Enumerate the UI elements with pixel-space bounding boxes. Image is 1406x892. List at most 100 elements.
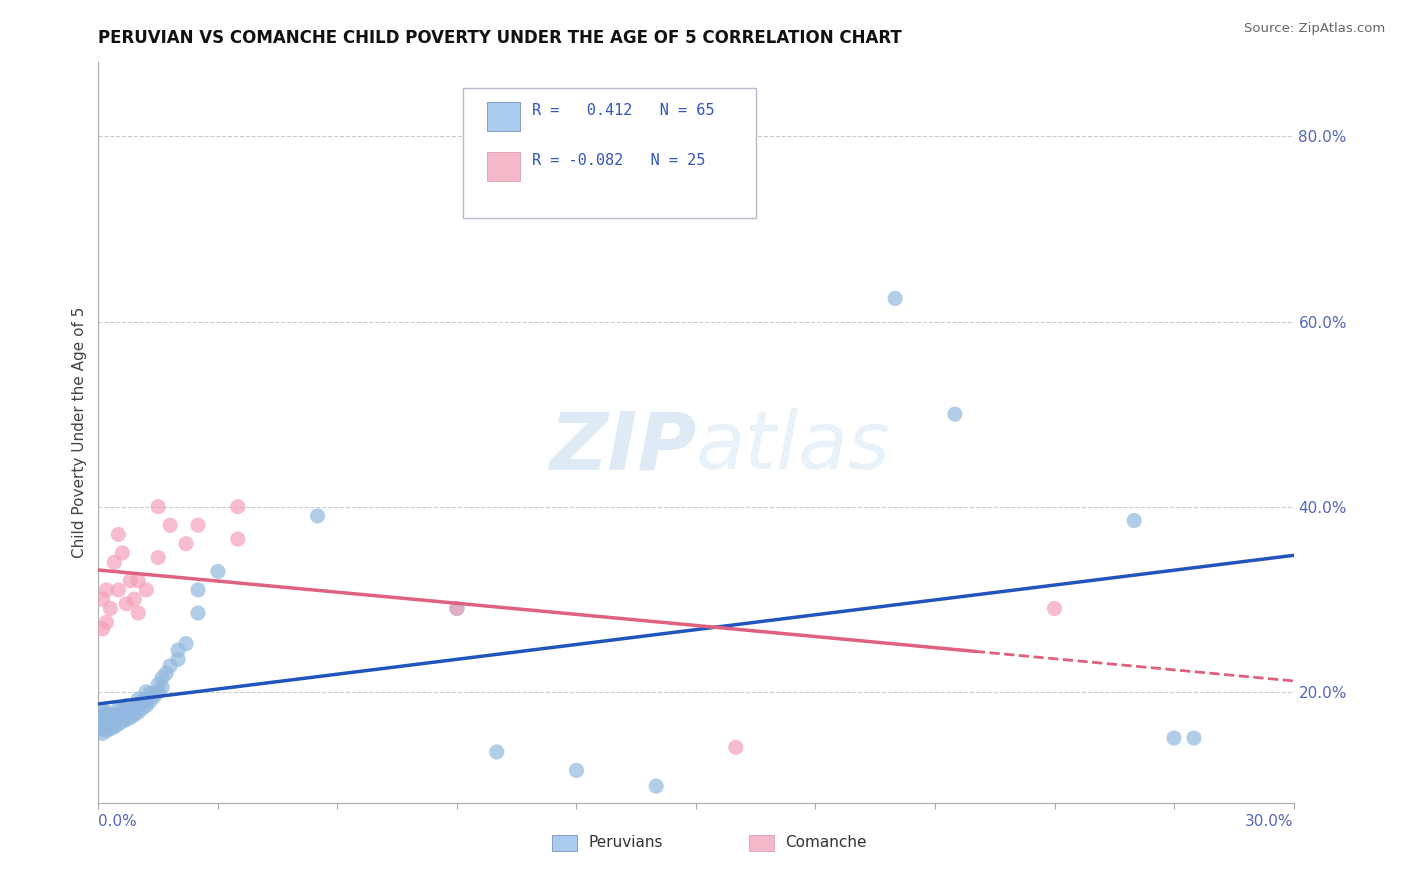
Text: Peruvians: Peruvians — [588, 836, 662, 850]
Text: R = -0.082   N = 25: R = -0.082 N = 25 — [533, 153, 706, 169]
Point — [565, 764, 588, 778]
Point — [120, 703, 142, 717]
Point — [135, 692, 157, 706]
Point — [124, 592, 146, 607]
Point — [148, 500, 170, 514]
Point — [139, 687, 162, 701]
Point — [127, 692, 149, 706]
Point — [103, 720, 125, 734]
Point — [96, 723, 118, 738]
Point — [120, 574, 142, 588]
Point — [91, 703, 114, 717]
Point — [91, 707, 114, 722]
Point — [943, 407, 966, 421]
Point — [135, 685, 157, 699]
Text: 0.0%: 0.0% — [98, 814, 138, 829]
Point — [115, 597, 138, 611]
FancyBboxPatch shape — [463, 88, 756, 218]
Point — [159, 518, 181, 533]
Point — [207, 565, 229, 579]
Text: 30.0%: 30.0% — [1246, 814, 1294, 829]
Point — [111, 714, 134, 729]
Point — [115, 713, 138, 727]
Text: atlas: atlas — [696, 409, 891, 486]
Point — [485, 745, 508, 759]
Point — [446, 601, 468, 615]
Point — [91, 713, 114, 727]
Point — [96, 719, 118, 733]
Point — [724, 740, 747, 755]
Point — [135, 698, 157, 713]
Point — [107, 713, 129, 727]
Point — [115, 698, 138, 713]
Point — [115, 705, 138, 719]
Text: ZIP: ZIP — [548, 409, 696, 486]
Point — [167, 643, 190, 657]
Point — [1182, 731, 1205, 745]
Text: PERUVIAN VS COMANCHE CHILD POVERTY UNDER THE AGE OF 5 CORRELATION CHART: PERUVIAN VS COMANCHE CHILD POVERTY UNDER… — [98, 29, 903, 47]
Point — [131, 701, 153, 715]
Point — [91, 717, 114, 731]
Point — [187, 518, 209, 533]
Point — [150, 671, 173, 685]
Point — [96, 705, 118, 719]
Point — [98, 601, 122, 615]
Point — [111, 707, 134, 722]
Point — [98, 717, 122, 731]
Point — [107, 717, 129, 731]
Point — [139, 694, 162, 708]
Point — [148, 685, 170, 699]
Point — [159, 658, 181, 673]
Point — [1043, 601, 1066, 615]
Point — [645, 779, 668, 793]
Point — [148, 550, 170, 565]
Point — [111, 546, 134, 560]
Point — [307, 508, 329, 523]
Point — [127, 705, 149, 719]
Point — [155, 666, 177, 681]
Point — [98, 707, 122, 722]
Point — [107, 707, 129, 722]
Point — [131, 694, 153, 708]
Point — [107, 701, 129, 715]
Point — [167, 652, 190, 666]
Point — [884, 292, 907, 306]
Point — [124, 700, 146, 714]
Point — [107, 527, 129, 541]
Point — [446, 601, 468, 615]
FancyBboxPatch shape — [486, 102, 520, 130]
Point — [103, 707, 125, 722]
Point — [135, 582, 157, 597]
Point — [91, 722, 114, 736]
Point — [148, 677, 170, 691]
Point — [187, 606, 209, 620]
Point — [124, 707, 146, 722]
Point — [127, 574, 149, 588]
Point — [103, 555, 125, 569]
Text: R =   0.412   N = 65: R = 0.412 N = 65 — [533, 103, 714, 118]
Point — [96, 615, 118, 630]
Point — [96, 714, 118, 729]
Point — [127, 606, 149, 620]
Point — [91, 622, 114, 636]
Text: Source: ZipAtlas.com: Source: ZipAtlas.com — [1244, 22, 1385, 36]
Point — [98, 713, 122, 727]
Point — [120, 711, 142, 725]
Point — [111, 701, 134, 715]
Point — [96, 582, 118, 597]
Point — [150, 680, 173, 694]
Point — [91, 726, 114, 740]
Point — [1163, 731, 1185, 745]
Point — [187, 582, 209, 597]
Point — [91, 592, 114, 607]
Point — [96, 710, 118, 724]
Point — [1123, 514, 1146, 528]
Point — [143, 690, 166, 704]
Y-axis label: Child Poverty Under the Age of 5: Child Poverty Under the Age of 5 — [72, 307, 87, 558]
Point — [174, 536, 197, 550]
Point — [127, 698, 149, 713]
Point — [98, 722, 122, 736]
Point — [107, 582, 129, 597]
Point — [226, 500, 249, 514]
Text: Comanche: Comanche — [785, 836, 866, 850]
